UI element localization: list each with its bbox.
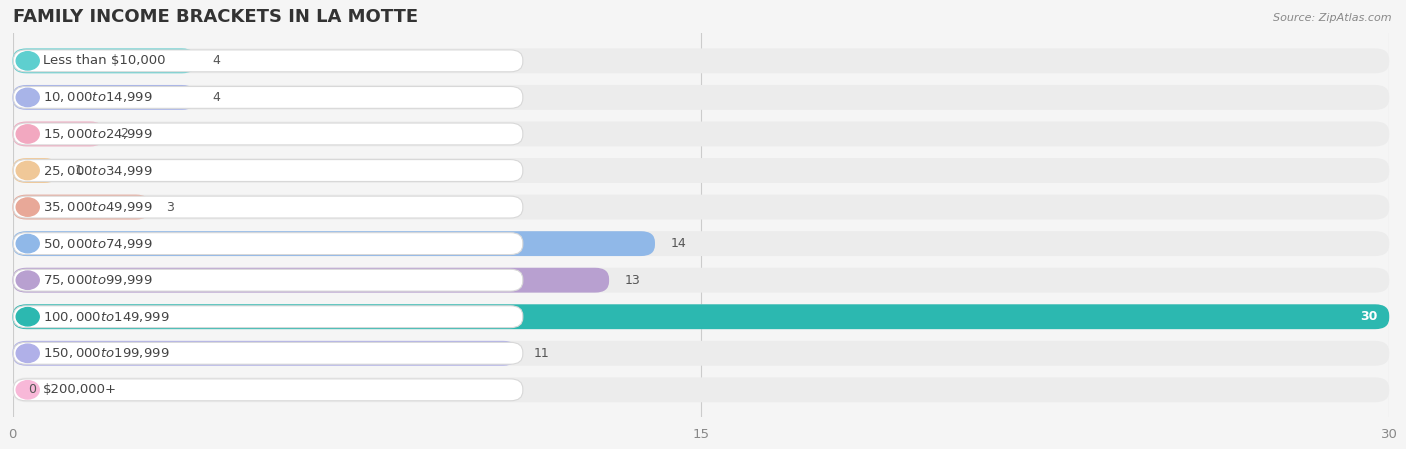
Circle shape [17,161,39,180]
FancyBboxPatch shape [14,159,523,181]
Text: 14: 14 [671,237,686,250]
Text: 30: 30 [1361,310,1378,323]
Text: $25,000 to $34,999: $25,000 to $34,999 [42,163,152,177]
Text: $35,000 to $49,999: $35,000 to $49,999 [42,200,152,214]
Circle shape [17,198,39,216]
FancyBboxPatch shape [14,342,523,364]
Text: 2: 2 [121,128,128,141]
FancyBboxPatch shape [13,48,1389,73]
Text: Less than $10,000: Less than $10,000 [42,54,166,67]
Text: $150,000 to $199,999: $150,000 to $199,999 [42,346,169,360]
FancyBboxPatch shape [14,306,523,328]
Text: $100,000 to $149,999: $100,000 to $149,999 [42,310,169,324]
Circle shape [17,88,39,106]
Text: FAMILY INCOME BRACKETS IN LA MOTTE: FAMILY INCOME BRACKETS IN LA MOTTE [13,9,418,26]
FancyBboxPatch shape [14,50,523,72]
FancyBboxPatch shape [13,341,1389,365]
FancyBboxPatch shape [13,195,1389,220]
FancyBboxPatch shape [13,231,1389,256]
FancyBboxPatch shape [13,268,609,293]
Circle shape [17,344,39,362]
FancyBboxPatch shape [14,269,523,291]
Text: 11: 11 [533,347,550,360]
FancyBboxPatch shape [13,304,1389,329]
Text: $75,000 to $99,999: $75,000 to $99,999 [42,273,152,287]
Circle shape [17,271,39,289]
Circle shape [17,381,39,399]
Circle shape [17,125,39,143]
Text: 0: 0 [28,383,37,396]
FancyBboxPatch shape [13,195,150,220]
FancyBboxPatch shape [14,379,523,401]
Text: $200,000+: $200,000+ [42,383,117,396]
FancyBboxPatch shape [13,48,195,73]
FancyBboxPatch shape [13,122,1389,146]
Circle shape [17,234,39,253]
FancyBboxPatch shape [14,196,523,218]
FancyBboxPatch shape [13,85,195,110]
Text: 4: 4 [212,91,219,104]
FancyBboxPatch shape [13,158,1389,183]
Circle shape [17,308,39,326]
Text: $10,000 to $14,999: $10,000 to $14,999 [42,90,152,105]
FancyBboxPatch shape [14,87,523,108]
FancyBboxPatch shape [13,341,517,365]
Circle shape [17,52,39,70]
FancyBboxPatch shape [13,268,1389,293]
FancyBboxPatch shape [14,233,523,255]
Text: 4: 4 [212,54,219,67]
Text: 1: 1 [75,164,83,177]
FancyBboxPatch shape [13,122,104,146]
Text: 13: 13 [626,274,641,286]
Text: Source: ZipAtlas.com: Source: ZipAtlas.com [1274,13,1392,23]
FancyBboxPatch shape [13,231,655,256]
Text: $50,000 to $74,999: $50,000 to $74,999 [42,237,152,251]
FancyBboxPatch shape [13,304,1389,329]
FancyBboxPatch shape [13,158,59,183]
Text: $15,000 to $24,999: $15,000 to $24,999 [42,127,152,141]
FancyBboxPatch shape [13,85,1389,110]
FancyBboxPatch shape [14,123,523,145]
FancyBboxPatch shape [13,378,1389,402]
Text: 3: 3 [166,201,174,214]
